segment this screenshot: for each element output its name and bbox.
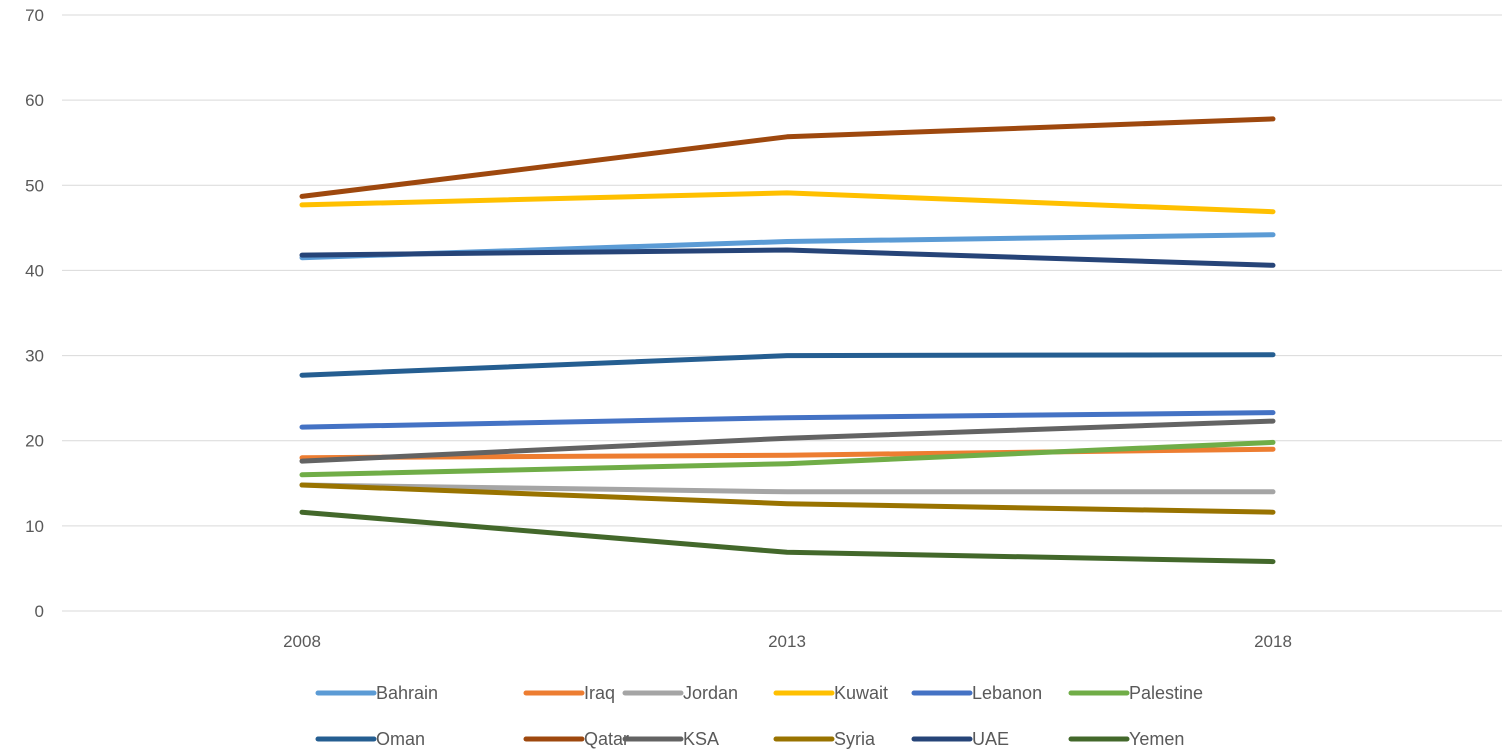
legend-label: Lebanon bbox=[972, 683, 1042, 703]
y-tick-label: 30 bbox=[25, 347, 44, 366]
legend-label: Bahrain bbox=[376, 683, 438, 703]
series-line-ksa bbox=[299, 418, 1276, 464]
y-tick-label: 40 bbox=[25, 261, 44, 280]
y-tick-label: 70 bbox=[25, 6, 44, 25]
series-line-oman bbox=[299, 352, 1276, 378]
legend-item-syria: Syria bbox=[773, 729, 876, 749]
y-axis: 0 10 20 30 40 50 60 70 bbox=[25, 6, 44, 621]
series-line-syria bbox=[299, 482, 1276, 515]
legend-item-bahrain: Bahrain bbox=[315, 683, 438, 703]
series-line-jordan bbox=[299, 482, 1276, 495]
y-tick-label: 20 bbox=[25, 432, 44, 451]
legend-item-yemen: Yemen bbox=[1068, 729, 1184, 749]
legend-item-ksa: KSA bbox=[622, 729, 719, 749]
series-line-lebanon bbox=[299, 410, 1276, 430]
legend-item-qatar: Qatar bbox=[523, 729, 629, 749]
legend-label: Kuwait bbox=[834, 683, 888, 703]
legend-item-palestine: Palestine bbox=[1068, 683, 1203, 703]
y-tick-label: 50 bbox=[25, 176, 44, 195]
y-tick-label: 60 bbox=[25, 91, 44, 110]
legend: Bahrain Iraq Jordan Kuwait Lebanon Palestine O… bbox=[315, 683, 1203, 749]
legend-label: Palestine bbox=[1129, 683, 1203, 703]
x-tick-label: 2018 bbox=[1254, 632, 1292, 651]
y-tick-label: 0 bbox=[35, 602, 44, 621]
x-tick-label: 2013 bbox=[768, 632, 806, 651]
legend-item-kuwait: Kuwait bbox=[773, 683, 888, 703]
legend-item-lebanon: Lebanon bbox=[911, 683, 1042, 703]
series-line-kuwait bbox=[299, 190, 1276, 215]
legend-label: KSA bbox=[683, 729, 719, 749]
legend-label: UAE bbox=[972, 729, 1009, 749]
legend-item-uae: UAE bbox=[911, 729, 1009, 749]
series-line-uae bbox=[299, 247, 1276, 268]
legend-label: Jordan bbox=[683, 683, 738, 703]
legend-item-jordan: Jordan bbox=[622, 683, 738, 703]
legend-label: Qatar bbox=[584, 729, 629, 749]
y-tick-label: 10 bbox=[25, 517, 44, 536]
legend-item-iraq: Iraq bbox=[523, 683, 615, 703]
legend-label: Syria bbox=[834, 729, 876, 749]
gridlines bbox=[62, 14, 1502, 612]
x-axis: 2008 2013 2018 bbox=[283, 632, 1292, 651]
series-line-yemen bbox=[299, 509, 1276, 565]
legend-label: Oman bbox=[376, 729, 425, 749]
legend-label: Iraq bbox=[584, 683, 615, 703]
series-line-palestine bbox=[299, 439, 1276, 478]
series-line-qatar bbox=[299, 116, 1276, 199]
x-tick-label: 2008 bbox=[283, 632, 321, 651]
legend-item-oman: Oman bbox=[315, 729, 425, 749]
legend-label: Yemen bbox=[1129, 729, 1184, 749]
series-lines bbox=[299, 116, 1276, 565]
